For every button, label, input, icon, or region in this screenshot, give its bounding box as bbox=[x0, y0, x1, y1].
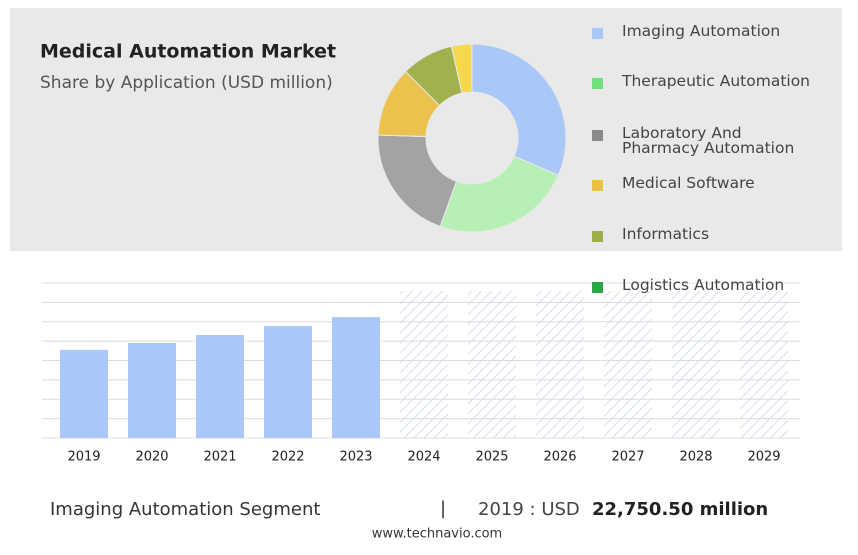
chart-subtitle: Share by Application (USD million) bbox=[40, 73, 333, 93]
bar bbox=[60, 349, 108, 438]
legend-label: Medical Software bbox=[622, 174, 755, 192]
x-tick-label: 2026 bbox=[543, 450, 576, 465]
forecast-placeholder bbox=[468, 291, 516, 438]
separator: | bbox=[440, 498, 446, 519]
legend-swatch bbox=[592, 28, 603, 39]
x-tick-label: 2020 bbox=[135, 450, 168, 465]
legend-swatch bbox=[592, 180, 603, 191]
x-tick-label: 2029 bbox=[747, 450, 780, 465]
bar bbox=[128, 342, 176, 438]
segment-label: Imaging Automation Segment bbox=[50, 499, 320, 520]
bar bbox=[332, 317, 380, 438]
legend-swatch bbox=[592, 231, 603, 242]
legend-swatch bbox=[592, 282, 603, 293]
legend-label: Informatics bbox=[622, 225, 710, 243]
source: www.technavio.com bbox=[372, 527, 502, 542]
x-tick-label: 2024 bbox=[407, 450, 440, 465]
forecast-placeholder bbox=[604, 291, 652, 438]
donut-slice bbox=[471, 43, 567, 176]
legend-label: Laboratory And Pharmacy Automation bbox=[622, 124, 795, 157]
forecast-placeholder bbox=[672, 291, 720, 438]
legend-item: Therapeutic Automation bbox=[592, 72, 832, 90]
legend-item: Medical Software bbox=[592, 174, 832, 192]
forecast-placeholder bbox=[400, 291, 448, 438]
x-tick-label: 2021 bbox=[203, 450, 236, 465]
x-tick-label: 2023 bbox=[339, 450, 372, 465]
value-label: 22,750.50 million bbox=[592, 499, 768, 520]
legend-label: Therapeutic Automation bbox=[622, 72, 811, 90]
x-tick-label: 2028 bbox=[679, 450, 712, 465]
x-tick-label: 2025 bbox=[475, 450, 508, 465]
donut-slice bbox=[439, 155, 559, 233]
x-tick-label: 2027 bbox=[611, 450, 644, 465]
legend-item: Imaging Automation bbox=[592, 22, 832, 40]
bar bbox=[196, 335, 244, 438]
chart-title: Medical Automation Market bbox=[40, 41, 336, 63]
legend-swatch bbox=[592, 130, 603, 141]
x-tick-label: 2022 bbox=[271, 450, 304, 465]
legend-swatch bbox=[592, 78, 603, 89]
legend-label: Logistics Automation bbox=[622, 276, 785, 294]
legend-item: Informatics bbox=[592, 225, 832, 243]
legend-label: Imaging Automation bbox=[622, 22, 781, 40]
donut-slice bbox=[450, 43, 473, 94]
year-label: 2019 : USD bbox=[478, 499, 580, 520]
bar bbox=[264, 326, 312, 438]
forecast-placeholder bbox=[536, 291, 584, 438]
legend-item: Laboratory And Pharmacy Automation bbox=[592, 124, 832, 157]
legend-item: Logistics Automation bbox=[592, 276, 832, 294]
x-tick-label: 2019 bbox=[67, 450, 100, 465]
forecast-placeholder bbox=[740, 291, 788, 438]
